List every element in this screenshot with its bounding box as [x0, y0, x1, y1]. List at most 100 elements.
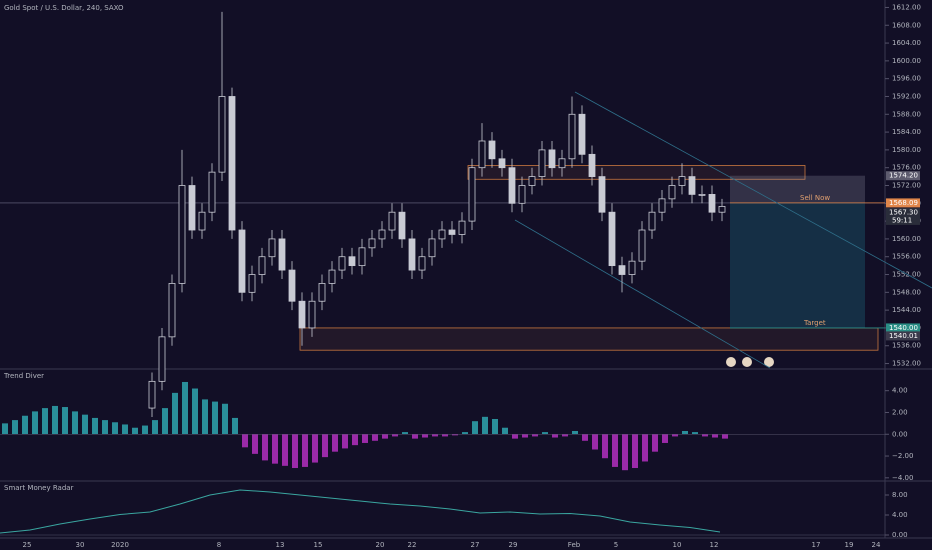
histogram-bar	[222, 403, 228, 435]
x-tick-label: 2020	[111, 541, 129, 549]
x-tick-label: 29	[509, 541, 518, 549]
x-tick-label: 24	[872, 541, 881, 549]
y-tick-label: 1596.00	[892, 75, 921, 83]
histogram-bar	[352, 434, 358, 446]
y-tick-label: −2.00	[892, 452, 913, 460]
histogram-bar	[502, 427, 508, 435]
y-tick-label: 1536.00	[892, 342, 921, 350]
histogram-bar	[532, 434, 538, 437]
candle-body	[348, 256, 356, 267]
candle-body	[298, 300, 306, 329]
x-tick-label: 13	[276, 541, 285, 549]
symbol-title: Gold Spot / U.S. Dollar, 240, SAXO	[4, 4, 124, 12]
histogram-bar	[512, 434, 518, 439]
alert-icons	[726, 357, 774, 367]
y-tick-label: 1584.00	[892, 128, 921, 136]
histogram-bar	[312, 434, 318, 463]
candle-body	[238, 229, 246, 293]
histogram-bar	[102, 420, 108, 435]
histogram-bar	[32, 411, 38, 435]
target-label: Target	[803, 319, 826, 327]
y-tick-label: 1556.00	[892, 253, 921, 261]
price-label: 1540.00	[889, 324, 918, 332]
histogram-bar	[202, 399, 208, 435]
candle-body	[308, 300, 316, 329]
histogram-bar	[122, 424, 128, 435]
y-tick-label: 8.00	[892, 491, 908, 499]
histogram-bar	[722, 434, 728, 439]
y-tick-label: 4.00	[892, 387, 908, 395]
indicator-line	[0, 489, 721, 534]
y-tick-label: 4.00	[892, 511, 908, 519]
y-tick-label: 1580.00	[892, 146, 921, 154]
histogram-bar	[92, 417, 98, 435]
candle-body	[398, 211, 406, 240]
y-tick-label: 1552.00	[892, 271, 921, 279]
histogram-bar	[612, 434, 618, 467]
histogram-bar	[302, 434, 308, 467]
x-tick-label: 22	[408, 541, 417, 549]
histogram-bar	[602, 434, 608, 459]
price-label-box	[886, 171, 920, 181]
candle-body	[438, 229, 446, 240]
candle-body	[488, 140, 496, 160]
histogram-bar	[402, 432, 408, 435]
indicator-title: Trend Diver	[3, 372, 44, 380]
histogram-bar	[422, 434, 428, 438]
histogram-bar	[492, 419, 498, 435]
y-tick-label: 0.00	[892, 531, 908, 539]
histogram-bar	[582, 434, 588, 441]
x-tick-label: 8	[217, 541, 221, 549]
candle-body	[588, 153, 596, 177]
candle-body	[368, 238, 376, 249]
y-tick-label: 1548.00	[892, 288, 921, 296]
candle-body	[678, 176, 686, 186]
histogram-bar	[692, 432, 698, 435]
histogram-bar	[652, 434, 658, 452]
histogram-bar	[522, 434, 528, 438]
histogram-bar	[152, 420, 158, 435]
candle-body	[178, 185, 186, 284]
candle-body	[268, 238, 276, 258]
candle-body	[568, 113, 576, 160]
histogram-bar	[592, 434, 598, 450]
histogram-bar	[452, 434, 458, 436]
y-tick-label: 1600.00	[892, 57, 921, 65]
histogram-bar	[382, 434, 388, 439]
candle-body	[248, 274, 256, 293]
x-tick-label: 25	[23, 541, 32, 549]
indicator-title: Smart Money Radar	[4, 484, 74, 492]
histogram-bar	[682, 430, 688, 435]
y-tick-label: 1612.00	[892, 3, 921, 11]
histogram-bar	[52, 405, 58, 435]
candle-body	[358, 247, 366, 267]
histogram-bar	[442, 434, 448, 437]
trend-line	[574, 91, 932, 289]
candle-body	[198, 211, 206, 231]
histogram-bar	[542, 432, 548, 435]
price-label: 1574.20	[889, 172, 918, 180]
histogram-bar	[392, 434, 398, 437]
y-tick-label: 1576.00	[892, 164, 921, 172]
x-tick-label: Feb	[568, 541, 581, 549]
histogram-bar	[412, 434, 418, 439]
candle-body	[598, 176, 606, 213]
candle-body	[538, 149, 546, 177]
price-label: 1540.01	[889, 332, 918, 340]
histogram-bar	[712, 434, 718, 438]
histogram-bar	[142, 425, 148, 435]
price-label-box	[886, 198, 920, 208]
candle-body	[188, 185, 196, 231]
candle-body	[208, 171, 216, 213]
candle-body	[338, 256, 346, 271]
histogram-bar	[482, 416, 488, 435]
icon	[726, 357, 736, 367]
candle-body	[218, 96, 226, 173]
y-tick-label: 1608.00	[892, 21, 921, 29]
histogram-bar	[42, 408, 48, 435]
candle-body	[648, 211, 656, 231]
histogram-bar	[322, 434, 328, 458]
price-label: 1567.30	[889, 208, 918, 216]
x-tick-label: 17	[812, 541, 821, 549]
histogram-bar	[702, 434, 708, 437]
